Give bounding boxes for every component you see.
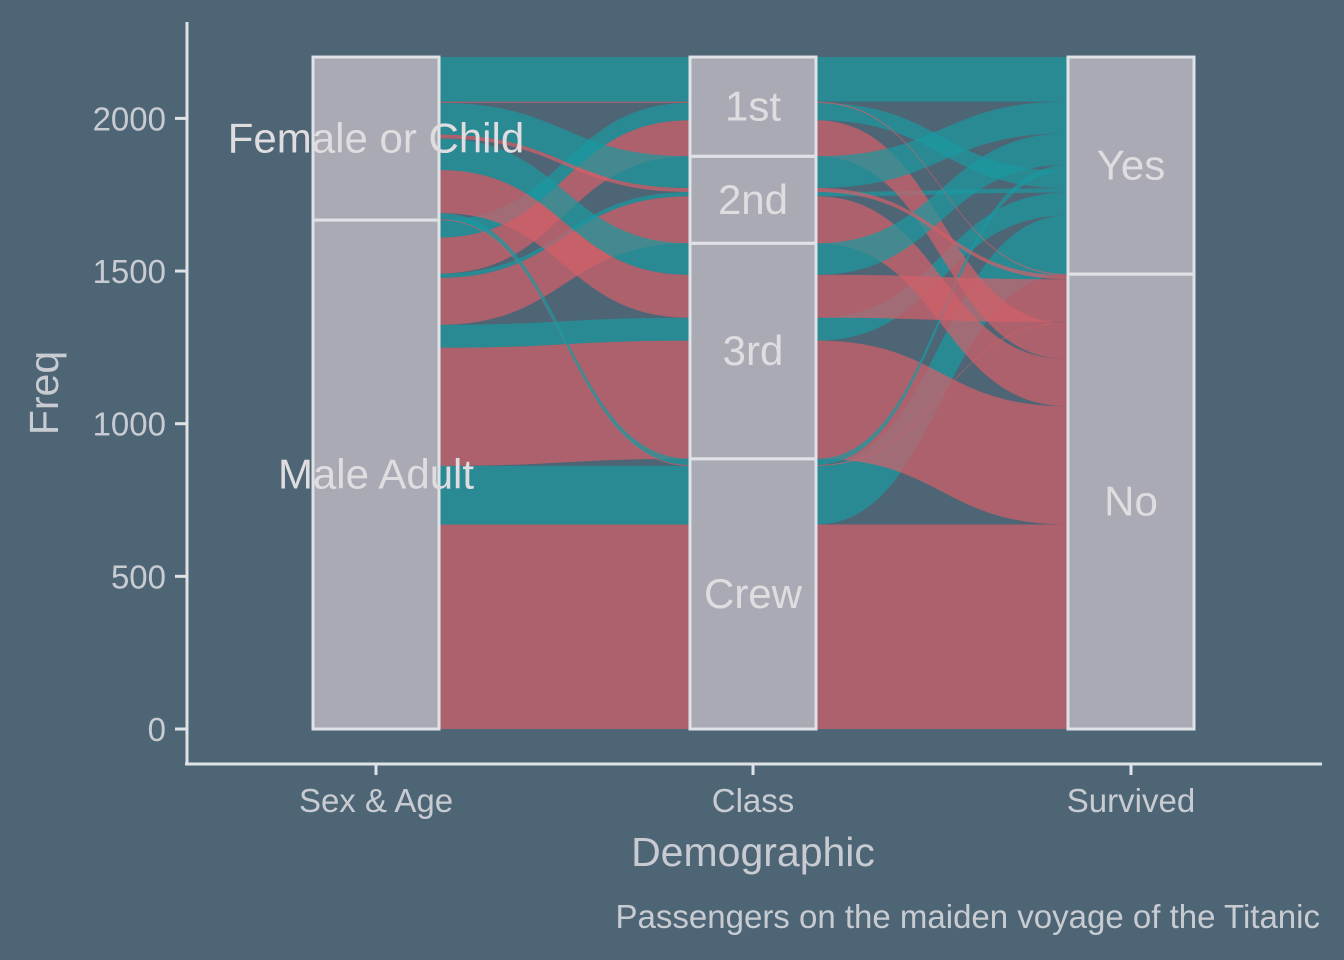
flow-male-adult-crew-no-segment-2 [816,524,1068,729]
flow-male-adult-3rd-no-segment-2 [816,340,1068,525]
x-tick-label-sex-age: Sex & Age [299,782,453,819]
stratum-labels-layer: Male Adult Female or Child Crew 3rd 2nd 1st No… [228,83,1165,617]
strata-layer [311,55,1196,731]
flow-male-adult-1st-no-segment-2 [816,120,1068,360]
flows-layer [439,57,1068,729]
flow-female-or-child-crew-no-segment-1 [439,219,690,466]
flow-female-or-child-2nd-no-segment-2 [816,188,1068,280]
flow-female-or-child-crew-no-segment-2 [816,322,1068,466]
flow-male-adult-1st-yes-segment-1 [439,102,690,238]
y-tick-label-500: 500 [111,558,166,595]
stratum-label-3rd: 3rd [723,327,784,374]
flow-female-or-child-1st-yes-segment-2 [816,57,1068,102]
flow-female-or-child-3rd-yes-segment-2 [816,133,1068,275]
y-axis-title: Freq [21,351,67,435]
x-ticks-layer: Sex & Age Class Survived [299,764,1195,819]
flow-male-adult-3rd-yes-segment-1 [439,317,690,348]
flow-female-or-child-2nd-yes-segment-2 [816,101,1068,189]
y-ticks-layer: 0 500 1000 1500 2000 [93,100,187,748]
flow-male-adult-3rd-yes-segment-2 [816,192,1068,341]
flow-female-or-child-crew-yes-segment-1 [439,213,690,465]
stratum-survived-yes [1066,55,1196,276]
stratum-class-crew [688,457,818,731]
stratum-sexage-female-or-child [311,55,441,222]
stratum-label-no: No [1104,478,1158,525]
stratum-class-3rd [688,241,818,461]
y-tick-label-1000: 1000 [93,406,166,443]
stratum-label-crew: Crew [704,570,803,617]
stratum-label-2nd: 2nd [718,176,788,223]
stratum-label-male-adult: Male Adult [278,451,474,498]
x-tick-label-class: Class [712,782,795,819]
y-tick-label-2000: 2000 [93,100,166,137]
flow-female-or-child-1st-no-segment-2 [816,101,1068,276]
y-tick-label-1500: 1500 [93,253,166,290]
flow-female-or-child-2nd-no-segment-1 [439,134,690,192]
stratum-survived-no [1066,272,1196,731]
x-tick-label-survived: Survived [1067,782,1195,819]
stratum-class-1st [688,55,818,158]
flow-female-or-child-3rd-yes-segment-1 [439,138,690,275]
x-axis-title: Demographic [631,829,875,875]
flow-female-or-child-1st-no-segment-1 [439,101,690,103]
flow-female-or-child-1st-yes-segment-1 [439,57,690,102]
flow-male-adult-3rd-no-segment-1 [439,340,690,466]
stratum-label-yes: Yes [1097,142,1166,189]
flow-male-adult-crew-no-segment-1 [439,524,690,729]
stratum-label-1st: 1st [725,83,781,130]
stratum-label-female-or-child: Female or Child [228,115,524,162]
stratum-sexage-male-adult [311,218,441,731]
chart-caption: Passengers on the maiden voyage of the T… [616,898,1320,935]
flow-female-or-child-3rd-no-segment-1 [439,169,690,318]
y-tick-label-0: 0 [148,711,166,748]
stratum-class-2nd [688,154,818,245]
flow-female-or-child-2nd-yes-segment-1 [439,102,690,189]
flow-male-adult-crew-yes-segment-1 [439,465,690,525]
flow-female-or-child-3rd-no-segment-2 [816,274,1068,323]
